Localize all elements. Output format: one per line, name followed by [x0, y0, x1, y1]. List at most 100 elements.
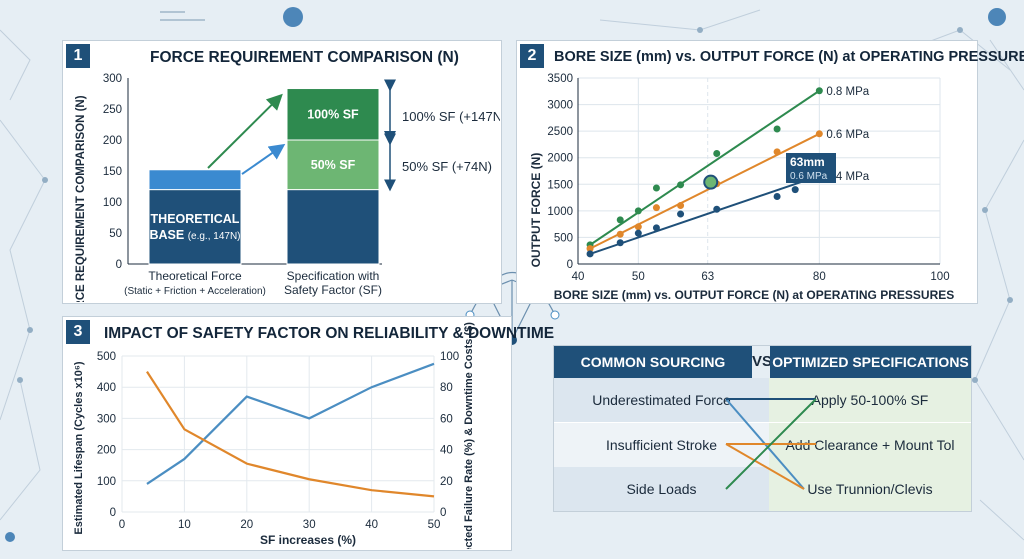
data-point [791, 186, 799, 194]
callout-sub: 0.6 MPa [790, 171, 828, 182]
y-tick-label: 50 [109, 228, 122, 240]
error-cell: Underestimated Force [554, 378, 769, 422]
y-tick-label: 0 [567, 259, 573, 271]
y-right-tick-label: 80 [440, 382, 453, 394]
data-point [652, 204, 660, 212]
y-tick-label: 100 [103, 197, 122, 209]
comparison-row: Underestimated Force Apply 50-100% SF [554, 378, 971, 422]
data-point [773, 125, 781, 133]
series-label: 0.6 MPa [826, 129, 869, 141]
series-line [589, 132, 820, 250]
series-line [589, 174, 820, 255]
data-point [634, 229, 642, 237]
data-point [815, 130, 823, 138]
y-tick-label: 0 [116, 259, 122, 271]
optimized-header: OPTIMIZED SPECIFICATIONS [770, 346, 971, 378]
chart2-grid: 0 500 1000 1500 2000 2500 3000 3500 40 50 63 80 100 [547, 73, 949, 283]
y-tick-label: 150 [103, 166, 122, 178]
chart2-ylabel: OUTPUT FORCE (N) [529, 153, 543, 268]
y-tick-label: 500 [554, 232, 573, 244]
x-tick-label: 50 [428, 519, 441, 531]
y-tick-label: 1000 [547, 206, 573, 218]
chart3-xlabel: SF increases (%) [260, 533, 356, 547]
solution-cell: Add Clearance + Mount Tol [769, 423, 971, 467]
chart1-ylabel: FORCE REQUIREMENT COMPARISON (N) [75, 95, 87, 302]
chart3-ylabel-right: Expected Failure Rate (%) & Downtime Cos… [463, 322, 475, 549]
bar-segment [148, 169, 242, 191]
x-tick-label: 10 [178, 519, 191, 531]
chart3-series [146, 362, 435, 498]
series-label: 0.4 MPa [826, 171, 869, 183]
force-bar-chart: FORCE REQUIREMENT COMPARISON (N) 0 50 100 1… [75, 73, 500, 302]
data-point [713, 149, 721, 157]
chart3-ylabel-right-text: Expected Failure Rate (%) & Downtime Cos… [463, 322, 475, 549]
chart3-axes: 0 100 200 300 400 500 0 20 40 60 80 100 0 10 20 30 40 50 [97, 351, 459, 531]
data-point [677, 202, 685, 210]
data-point [677, 181, 685, 189]
chart1-arrows [207, 79, 396, 192]
y-left-tick-label: 300 [97, 413, 116, 425]
x-tick-label: 0 [119, 519, 125, 531]
data-point [652, 224, 660, 232]
bar-segment [286, 88, 380, 141]
solution-cell: Use Trunnion/Clevis [769, 467, 971, 511]
panel-2-badge: 2 [520, 44, 544, 68]
y-right-tick-label: 20 [440, 476, 453, 488]
series-line [146, 371, 435, 498]
series-line [589, 89, 820, 246]
y-right-tick-label: 60 [440, 413, 453, 425]
series-line [146, 362, 435, 485]
panel-3-badge: 3 [66, 320, 90, 344]
panel-1-badge: 1 [66, 44, 90, 68]
y-tick-label: 3500 [547, 73, 573, 85]
data-point [773, 193, 781, 201]
y-left-tick-label: 500 [97, 351, 116, 363]
x-tick-label: 30 [303, 519, 316, 531]
y-tick-label: 3000 [547, 100, 573, 112]
error-cell: Insufficient Stroke [554, 423, 769, 467]
data-point [773, 148, 781, 156]
y-tick-label: 2500 [547, 126, 573, 138]
y-left-tick-label: 400 [97, 382, 116, 394]
data-point [616, 216, 624, 224]
x-tick-label: 100 [930, 271, 949, 283]
y-left-tick-label: 0 [110, 507, 116, 519]
highlight-marker [703, 174, 719, 190]
callout-title: 63mm [790, 155, 825, 169]
x-tick-label: 63 [701, 271, 714, 283]
chart2-xlabel: BORE SIZE (mm) vs. OUTPUT FORCE (N) at O… [554, 288, 955, 302]
data-point [677, 210, 685, 218]
callout-box [786, 153, 836, 183]
y-tick-label: 2000 [547, 153, 573, 165]
chart1-bars: THEORETICAL BASE (e.g., 147N) 50% SF 100% S… [148, 88, 380, 265]
bar-segment-label: BASE (e.g., 147N) [149, 228, 240, 242]
x-category-label: Safety Factor (SF) [284, 283, 382, 297]
x-tick-label: 80 [813, 271, 826, 283]
bar-segment [286, 189, 380, 265]
comparison-row: Side Loads Use Trunnion/Clevis [554, 467, 971, 511]
annotation-50-sf: 50% SF (+74N) [402, 159, 492, 174]
bore-force-line-chart: OUTPUT FORCE (N) BORE SIZE (mm) vs. OUTP… [529, 73, 955, 302]
x-category-label: (Static + Friction + Acceleration) [124, 286, 266, 297]
data-point [713, 205, 721, 213]
y-right-tick-label: 100 [440, 351, 459, 363]
vs-label: VS. [752, 346, 776, 378]
panel-3-title: IMPACT OF SAFETY FACTOR ON RELIABILITY &… [104, 325, 555, 342]
force-comparison-panel [62, 40, 502, 304]
y-tick-label: 1500 [547, 179, 573, 191]
data-point [586, 245, 594, 253]
chart2-callout: 63mm 0.6 MPa [786, 153, 836, 183]
panel-1-title: FORCE REQUIREMENT COMPARISON (N) [150, 49, 459, 66]
arrow-to-100-sf [207, 93, 283, 169]
arrow-to-50-sf [241, 143, 286, 175]
chart1-xlabels: Theoretical Force (Static + Friction + Ac… [124, 269, 382, 297]
x-tick-label: 50 [632, 271, 645, 283]
chart3-ylabel-left: Estimated Lifespan (Cycles x10⁶) [73, 361, 85, 535]
data-point [815, 87, 823, 95]
y-right-tick-label: 0 [440, 507, 446, 519]
sourcing-comparison-table: COMMON SOURCING ERRORS VS. OPTIMIZED SPE… [553, 345, 972, 512]
y-tick-label: 200 [103, 135, 122, 147]
reliability-dual-axis-chart: Estimated Lifespan (Cycles x10⁶) Expecte… [73, 322, 475, 549]
data-point [616, 239, 624, 247]
